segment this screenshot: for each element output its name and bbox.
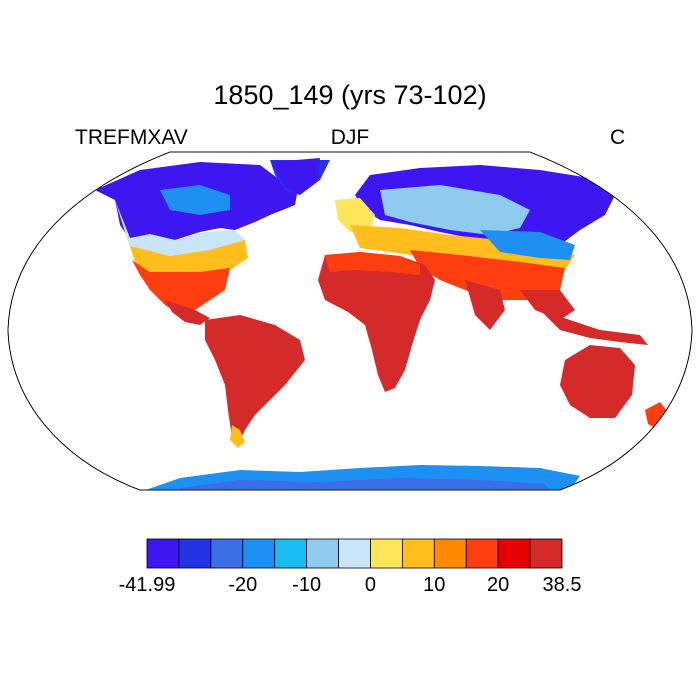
colorbar-swatch — [274, 538, 308, 569]
colorbar-swatch — [370, 538, 403, 569]
colorbar-swatch — [338, 538, 371, 569]
variable-label: TREFMXAV — [75, 126, 188, 149]
colorbar-tick-label: 20 — [487, 574, 510, 596]
colorbar-swatch — [401, 538, 435, 569]
colorbar-swatch — [210, 538, 244, 569]
colorbar-swatch — [465, 538, 499, 569]
page-title: 1850_149 (yrs 73-102) — [213, 80, 487, 110]
units-label: C — [610, 126, 626, 149]
greenland — [272, 158, 320, 195]
australia — [540, 310, 668, 428]
colorbar-swatch — [242, 538, 276, 569]
antarctica — [140, 465, 580, 490]
colorbar — [146, 538, 563, 569]
colorbar-tick-label: 0 — [364, 574, 377, 596]
colorbar-swatch — [529, 538, 563, 569]
season-label: DJF — [330, 126, 370, 149]
colorbar-swatch — [178, 538, 212, 569]
south-america — [205, 315, 305, 448]
colorbar-swatch — [306, 538, 339, 569]
colorbar-swatch — [497, 538, 531, 569]
colorbar-tick-label: 38.5 — [542, 574, 582, 596]
eurasia — [335, 165, 615, 330]
colorbar-swatch — [433, 538, 467, 569]
colorbar-tick-label: -10 — [292, 574, 322, 596]
colorbar-tick-label: -41.99 — [118, 574, 176, 596]
africa — [318, 252, 435, 392]
colorbar-swatch — [146, 538, 180, 569]
colorbar-tick-label: -20 — [228, 574, 258, 596]
colorbar-tick-label: 10 — [423, 574, 446, 596]
